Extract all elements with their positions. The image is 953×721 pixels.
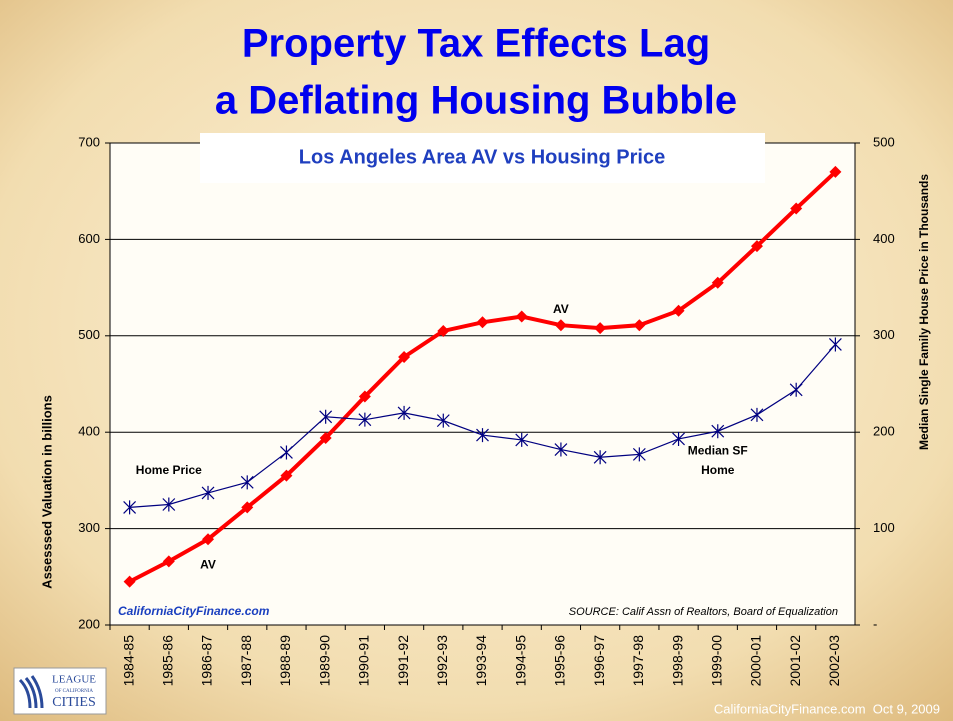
- x-tick-label: 1990-91: [356, 635, 372, 687]
- marker: [554, 319, 567, 332]
- x-tick-label: 1985-86: [160, 635, 176, 687]
- x-tick-label: 1987-88: [238, 635, 254, 687]
- marker: [829, 165, 842, 178]
- y-tick-label: 400: [78, 424, 100, 439]
- logo: LEAGUE OF CALIFORNIA CITIES: [13, 667, 107, 715]
- y-tick-label: 200: [78, 616, 100, 631]
- x-tick-label: 1984-85: [120, 635, 136, 687]
- marker: [632, 447, 646, 462]
- annotation: Home: [701, 463, 735, 477]
- y-tick-label: 300: [78, 520, 100, 535]
- x-tick-label: 1988-89: [277, 635, 293, 687]
- source: SOURCE: Calif Assn of Realtors, Board of…: [569, 606, 838, 618]
- marker: [202, 533, 215, 546]
- x-tick-label: 1994-95: [512, 635, 528, 687]
- marker: [593, 450, 607, 465]
- marker: [476, 428, 489, 443]
- marker: [750, 407, 764, 422]
- slide-title: a Deflating Housing Bubble: [215, 79, 737, 123]
- annotation: Home Price: [136, 463, 202, 477]
- logo-mark: [18, 675, 44, 709]
- annotation: AV: [200, 557, 216, 571]
- marker: [476, 316, 489, 329]
- marker: [358, 390, 371, 403]
- y-tick-label: 500: [78, 327, 100, 342]
- logo-text: LEAGUE: [52, 674, 96, 686]
- y2-tick-label: 200: [873, 424, 895, 439]
- marker: [711, 424, 725, 439]
- marker: [398, 351, 411, 364]
- slide-title: Property Tax Effects Lag: [242, 22, 710, 66]
- marker: [672, 431, 685, 446]
- marker: [672, 304, 685, 317]
- y2-tick-label: 500: [873, 134, 895, 149]
- x-tick-label: 2000-01: [748, 635, 764, 687]
- x-tick-label: 1991-92: [395, 635, 411, 687]
- marker: [240, 475, 254, 490]
- marker: [162, 555, 175, 568]
- marker: [280, 469, 293, 482]
- chart-title: Los Angeles Area AV vs Housing Price: [299, 146, 665, 168]
- plot-area: [109, 142, 856, 626]
- marker: [711, 276, 724, 289]
- marker: [201, 485, 215, 500]
- x-tick-label: 1999-00: [708, 635, 724, 687]
- x-tick-label: 2001-02: [787, 635, 803, 687]
- y2-tick-label: -: [873, 616, 877, 631]
- marker: [633, 319, 646, 332]
- x-tick-label: 1998-99: [669, 635, 685, 687]
- credit: CaliforniaCityFinance.com: [118, 604, 270, 618]
- annotation: AV: [553, 302, 569, 316]
- logo-text: OF CALIFORNIA: [55, 689, 93, 694]
- marker: [789, 382, 803, 397]
- x-tick-label: 1997-98: [630, 635, 646, 687]
- marker: [162, 497, 176, 512]
- x-tick-label: 1986-87: [199, 635, 215, 687]
- y-tick-label: 600: [78, 231, 100, 246]
- logo-text: CITIES: [52, 695, 96, 710]
- y2-tick-label: 100: [873, 520, 895, 535]
- marker: [828, 337, 842, 352]
- annotation: Median SF: [688, 444, 748, 458]
- marker: [397, 405, 411, 420]
- marker: [515, 310, 528, 323]
- marker: [123, 500, 137, 515]
- footer: CaliforniaCityFinance.com Oct 9, 2009: [714, 701, 940, 716]
- marker: [436, 413, 450, 428]
- marker: [241, 501, 254, 514]
- x-tick-label: 1989-90: [316, 635, 332, 687]
- chart-title-box: [200, 133, 765, 183]
- marker: [790, 202, 803, 215]
- marker: [280, 445, 293, 460]
- marker: [437, 324, 450, 337]
- x-tick-label: 1995-96: [552, 635, 568, 687]
- marker: [554, 442, 568, 457]
- x-tick-label: 1992-93: [434, 635, 450, 687]
- y2-tick-label: 400: [873, 231, 895, 246]
- y-axis-label: Assesssed Valuation in billions: [39, 395, 54, 589]
- marker: [358, 412, 372, 427]
- marker: [750, 240, 763, 253]
- marker: [319, 431, 332, 444]
- x-tick-label: 1993-94: [473, 635, 489, 687]
- x-tick-label: 2002-03: [826, 635, 842, 687]
- y2-axis-label: Median Single Family House Price in Thou…: [917, 174, 931, 450]
- x-tick-label: 1996-97: [591, 635, 607, 687]
- y2-tick-label: 300: [873, 327, 895, 342]
- marker: [515, 432, 529, 447]
- marker: [319, 409, 333, 424]
- y-tick-label: 700: [78, 134, 100, 149]
- marker: [594, 322, 607, 335]
- marker: [123, 575, 136, 588]
